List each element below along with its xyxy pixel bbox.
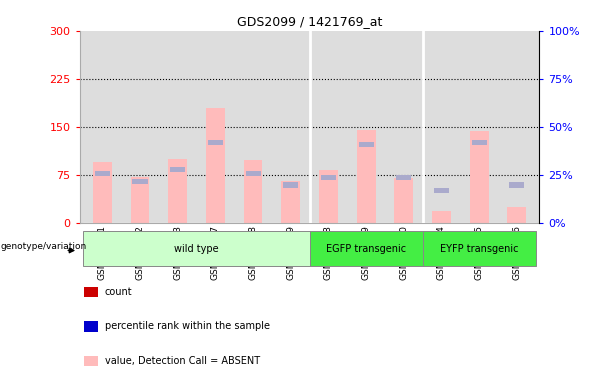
Text: genotype/variation: genotype/variation — [1, 242, 87, 251]
Bar — [359, 142, 374, 147]
Text: count: count — [105, 287, 132, 297]
Bar — [434, 188, 449, 193]
Bar — [394, 178, 413, 223]
Bar — [206, 108, 225, 223]
Bar — [84, 321, 98, 331]
Text: wild type: wild type — [174, 243, 219, 254]
Bar — [84, 356, 98, 366]
Bar — [281, 181, 300, 223]
Bar — [422, 231, 536, 266]
Bar — [357, 130, 376, 223]
Bar — [432, 211, 451, 223]
Bar — [319, 170, 338, 223]
Bar — [245, 171, 261, 176]
Bar — [93, 162, 112, 223]
Bar — [170, 167, 185, 172]
Bar — [132, 179, 148, 184]
Bar — [396, 175, 411, 180]
Text: EGFP transgenic: EGFP transgenic — [326, 243, 406, 254]
Text: value, Detection Call = ABSENT: value, Detection Call = ABSENT — [105, 356, 260, 366]
Bar — [508, 207, 526, 223]
Bar — [283, 182, 299, 187]
Text: percentile rank within the sample: percentile rank within the sample — [105, 321, 270, 331]
Bar — [95, 171, 110, 176]
Bar — [509, 182, 524, 187]
Bar — [310, 231, 422, 266]
Bar — [168, 159, 187, 223]
Bar — [321, 175, 336, 180]
Text: EYFP transgenic: EYFP transgenic — [440, 243, 519, 254]
Title: GDS2099 / 1421769_at: GDS2099 / 1421769_at — [237, 15, 383, 28]
Bar — [243, 160, 262, 223]
Bar — [471, 140, 487, 145]
Bar — [131, 177, 150, 223]
Bar — [208, 140, 223, 145]
Bar — [84, 286, 98, 297]
Bar — [83, 231, 310, 266]
Bar — [470, 131, 489, 223]
